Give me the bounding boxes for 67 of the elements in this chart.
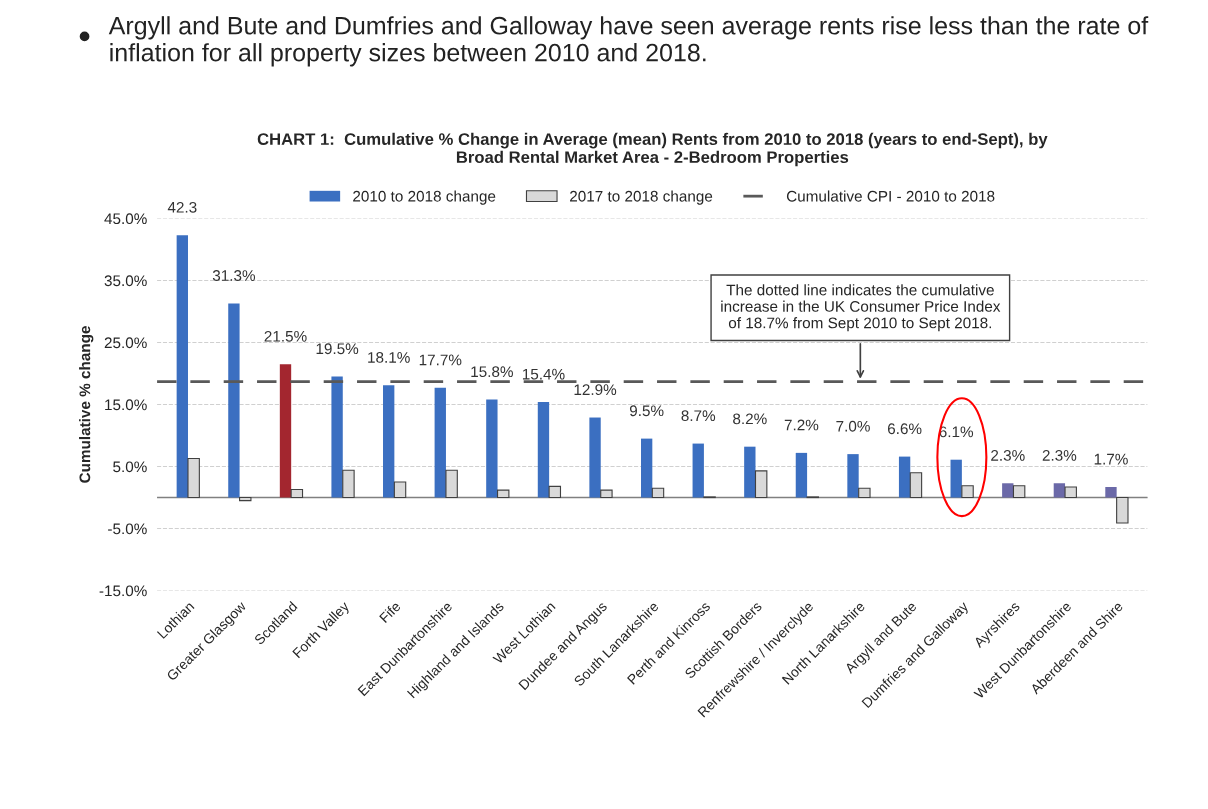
bar — [847, 454, 859, 498]
bar — [858, 487, 871, 499]
y-tick-label: -5.0% — [108, 523, 147, 535]
bar — [548, 485, 562, 499]
bar — [754, 470, 768, 499]
bar — [640, 438, 653, 498]
bar — [434, 387, 446, 498]
data-label: 42.3 — [167, 201, 197, 213]
data-label: 9.5% — [629, 405, 664, 417]
bar — [600, 489, 613, 499]
legend-label: 2017 to 2018 change — [570, 190, 713, 205]
bar — [537, 402, 550, 498]
bar — [383, 385, 395, 498]
bar — [589, 417, 601, 498]
data-label: 15.8% — [471, 366, 513, 378]
bar — [290, 488, 304, 499]
text: Argyll and Bute and Dumfries and Galloway have seen average rents rise less than the rate of inflation for all property sizes between 2010 and 2018. — [108, 16, 1149, 67]
data-label: 2.3% — [1042, 449, 1077, 461]
bar — [176, 235, 188, 498]
bar — [909, 472, 923, 499]
data-label: 7.2% — [784, 419, 819, 431]
bar — [744, 446, 756, 498]
data-label: 1.7% — [1094, 453, 1128, 465]
y-tick-label: 15.0% — [105, 399, 147, 411]
data-label: 18.1% — [368, 351, 410, 363]
legend-label: 2010 to 2018 change — [353, 190, 496, 205]
bar — [1002, 483, 1014, 498]
y-tick-label: 35.0% — [104, 275, 147, 287]
bar — [486, 399, 498, 498]
bar — [961, 485, 974, 499]
data-label: 8.7% — [681, 410, 716, 422]
bar — [342, 469, 355, 499]
data-label: 31.3% — [212, 270, 256, 281]
bar — [331, 376, 343, 498]
annotation: The dotted line indicates the cumulative increase in the UK Consumer Price Index of 18.7% from Sept 2010 to Sept 2018. — [721, 284, 1001, 332]
bar — [496, 489, 510, 499]
bar — [1012, 485, 1026, 499]
bar — [393, 481, 407, 499]
bar — [1064, 486, 1077, 499]
bar — [1105, 486, 1117, 498]
bar — [1116, 496, 1129, 524]
data-label: 8.2% — [733, 413, 767, 425]
data-label: 12.9% — [574, 384, 617, 396]
data-label: 6.6% — [887, 423, 922, 435]
bar — [950, 459, 962, 498]
y-tick-label: 45.0% — [104, 213, 147, 225]
data-label: 7.0% — [836, 420, 870, 432]
bar — [692, 443, 704, 498]
bar — [228, 303, 240, 498]
bar — [445, 469, 458, 499]
bar — [651, 487, 665, 499]
y-tick-label: -15.0% — [99, 585, 147, 597]
data-label: 15.4% — [522, 368, 565, 380]
bar — [239, 496, 252, 502]
y-axis-title: Cumulative % change — [79, 326, 94, 483]
chart-title: CHART 1: Cumulative % Change in Average (mean) Rents from 2010 to 2018 (years to end-Sept), by Broad Rental Market Area - 2-Bedroom Properties — [257, 132, 1048, 167]
bar — [795, 452, 808, 498]
bar — [898, 456, 911, 498]
data-label: 21.5% — [264, 330, 307, 342]
bar — [1053, 483, 1066, 498]
data-label: 19.5% — [316, 343, 359, 355]
legend-label: Cumulative CPI - 2010 to 2018 — [786, 190, 995, 202]
y-tick-label: 25.0% — [104, 337, 147, 349]
y-tick-label: 5.0% — [113, 461, 147, 473]
data-label: 2.3% — [991, 449, 1025, 461]
data-label: 17.7% — [419, 354, 462, 366]
bar — [279, 364, 292, 498]
